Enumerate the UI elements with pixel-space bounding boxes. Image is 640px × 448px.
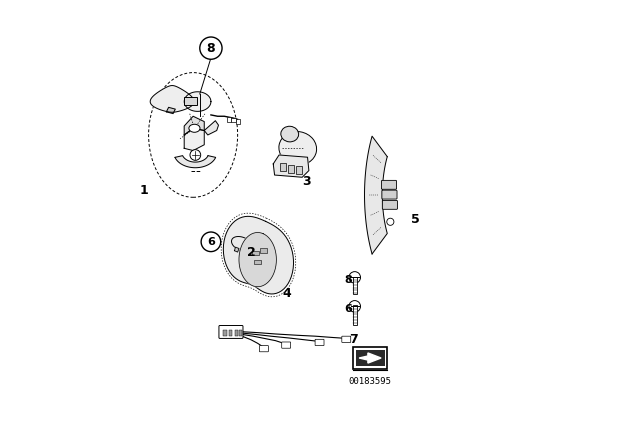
Circle shape [387,218,394,225]
Polygon shape [273,155,309,177]
Polygon shape [175,155,216,168]
Bar [239,330,242,336]
Text: 7: 7 [349,333,358,346]
Bar [353,347,387,369]
Text: 00183595: 00183595 [349,377,392,386]
Bar [254,260,260,264]
Bar [184,97,196,105]
Bar [353,276,357,294]
Bar [280,164,286,172]
Circle shape [201,232,221,252]
Bar [234,330,237,336]
Circle shape [349,271,360,283]
Polygon shape [150,86,194,112]
Bar [228,330,232,336]
Bar [227,117,232,121]
Text: 8: 8 [207,42,215,55]
Polygon shape [232,237,253,251]
Polygon shape [166,108,175,114]
Text: 1: 1 [140,184,148,197]
Bar [236,119,240,124]
Ellipse shape [189,124,200,132]
FancyBboxPatch shape [382,200,397,209]
Bar [232,118,236,122]
Polygon shape [184,128,204,151]
Text: 3: 3 [302,175,311,188]
Bar [223,330,227,336]
Polygon shape [239,233,276,287]
Polygon shape [223,216,294,294]
FancyBboxPatch shape [342,336,351,342]
FancyBboxPatch shape [315,339,324,345]
Polygon shape [184,92,211,112]
Bar [356,349,385,366]
Polygon shape [204,121,218,135]
Text: 5: 5 [412,213,420,226]
Ellipse shape [279,132,317,165]
Circle shape [200,37,222,59]
FancyBboxPatch shape [382,190,397,199]
Polygon shape [365,136,387,254]
FancyBboxPatch shape [282,342,291,348]
Polygon shape [234,247,239,252]
Text: 6: 6 [344,304,352,314]
Ellipse shape [281,126,299,142]
Polygon shape [184,116,204,135]
Bar [252,251,259,255]
Bar [296,166,302,174]
Bar [288,165,294,173]
Text: 6: 6 [207,237,215,247]
Bar [260,249,267,253]
Bar [353,306,357,325]
Text: 8: 8 [344,275,352,284]
Text: 2: 2 [246,246,255,259]
Circle shape [349,301,360,312]
FancyBboxPatch shape [259,345,268,352]
Polygon shape [359,353,381,363]
Circle shape [190,150,201,160]
FancyBboxPatch shape [381,181,397,189]
Text: 4: 4 [282,287,291,300]
FancyBboxPatch shape [219,326,243,338]
